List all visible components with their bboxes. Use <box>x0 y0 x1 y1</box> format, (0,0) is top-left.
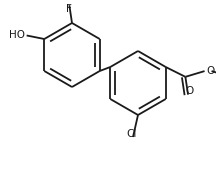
Text: O: O <box>206 66 215 76</box>
Text: HO: HO <box>9 30 25 40</box>
Text: Cl: Cl <box>127 129 137 139</box>
Text: O: O <box>185 86 193 96</box>
Text: F: F <box>66 4 72 14</box>
